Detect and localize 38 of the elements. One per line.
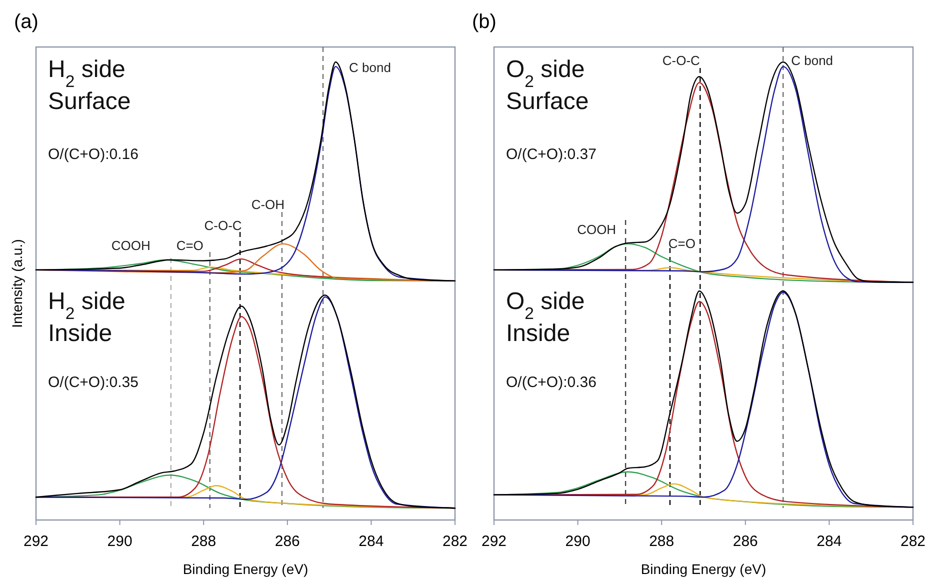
ref-line-label: C bond bbox=[791, 53, 834, 68]
annotation: Inside bbox=[506, 320, 570, 347]
x-tick-label: 284 bbox=[358, 533, 384, 550]
x-tick-label: 284 bbox=[816, 533, 842, 550]
chart-title: (a) bbox=[14, 11, 38, 33]
x-axis-title: Binding Energy (eV) bbox=[182, 561, 308, 577]
annotation: O/(C+O):0.36 bbox=[506, 374, 596, 391]
x-axis-title: Binding Energy (eV) bbox=[640, 561, 766, 577]
ref-line-label: C-O-C bbox=[204, 218, 242, 233]
annotation: H$_{2}$ side bbox=[48, 288, 126, 322]
annotation: O$_{2}$ side bbox=[506, 288, 585, 322]
ref-line-label: C=O bbox=[668, 236, 696, 251]
x-tick-label: 292 bbox=[23, 533, 49, 550]
annotation: O/(C+O):0.35 bbox=[48, 374, 138, 391]
x-tick-label: 288 bbox=[191, 533, 216, 550]
x-tick-label: 290 bbox=[107, 533, 132, 550]
x-tick-label: 282 bbox=[442, 533, 468, 550]
annotation: O/(C+O):0.37 bbox=[506, 146, 596, 163]
ref-line-label: C-O-C bbox=[662, 53, 700, 68]
ref-line-label: C=O bbox=[176, 238, 204, 253]
annotation: Inside bbox=[48, 320, 112, 347]
ref-line-label: C-OH bbox=[251, 197, 285, 212]
y-axis-title: Intensity (a.u.) bbox=[9, 239, 25, 328]
x-tick-label: 290 bbox=[565, 533, 590, 550]
chart-title: (b) bbox=[472, 11, 496, 33]
ref-line-label: COOH bbox=[577, 222, 616, 237]
x-tick-label: 286 bbox=[732, 533, 758, 550]
x-tick-label: 286 bbox=[274, 533, 300, 550]
annotation: H$_{2}$ side bbox=[48, 56, 126, 90]
annotation: Surface bbox=[48, 88, 131, 115]
x-tick-label: 292 bbox=[481, 533, 507, 550]
annotation: O$_{2}$ side bbox=[506, 56, 585, 90]
x-tick-label: 282 bbox=[900, 533, 926, 550]
annotation: Surface bbox=[506, 88, 589, 115]
ref-line-label: COOH bbox=[111, 238, 150, 253]
ref-line-label: C bond bbox=[349, 60, 391, 75]
annotation: O/(C+O):0.16 bbox=[48, 146, 138, 163]
x-tick-label: 288 bbox=[649, 533, 674, 550]
